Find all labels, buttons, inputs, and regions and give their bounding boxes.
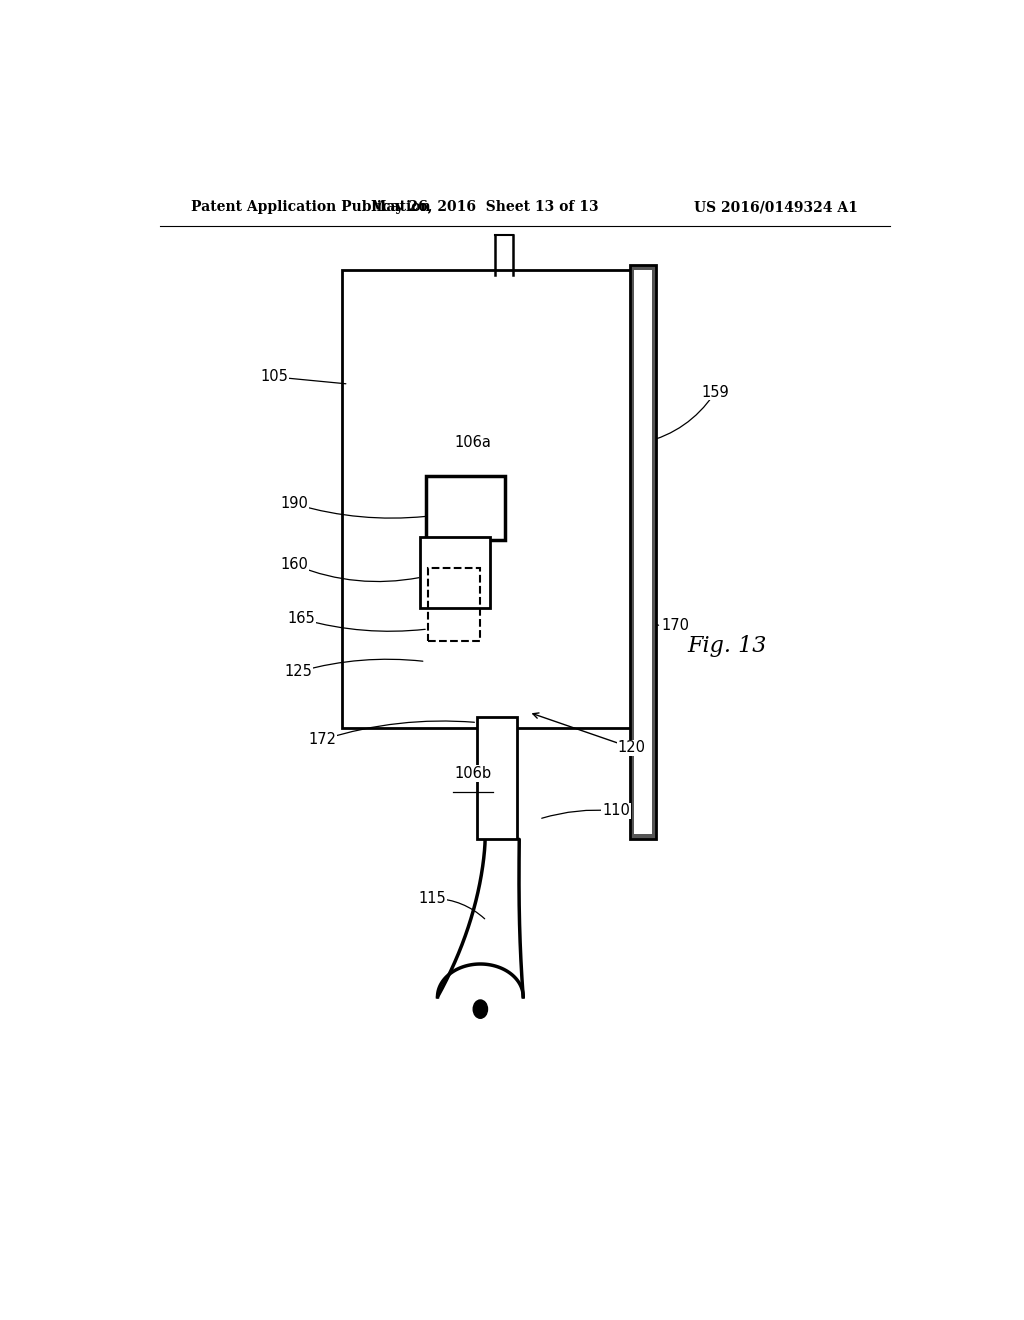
Text: 160: 160 xyxy=(281,557,308,573)
Bar xyxy=(477,718,517,840)
Text: 165: 165 xyxy=(287,611,314,626)
Text: May 26, 2016  Sheet 13 of 13: May 26, 2016 Sheet 13 of 13 xyxy=(372,201,599,214)
Text: 110: 110 xyxy=(602,804,630,818)
Text: 115: 115 xyxy=(418,891,445,906)
Text: Patent Application Publication: Patent Application Publication xyxy=(191,201,431,214)
Text: 125: 125 xyxy=(285,664,312,680)
Bar xyxy=(634,271,652,834)
Text: 159: 159 xyxy=(701,384,729,400)
Text: 172: 172 xyxy=(308,733,337,747)
Bar xyxy=(426,475,505,540)
Text: Fig. 13: Fig. 13 xyxy=(687,635,767,657)
Bar xyxy=(342,271,648,727)
Text: 106b: 106b xyxy=(455,766,492,781)
Text: 106a: 106a xyxy=(455,436,492,450)
Text: 105: 105 xyxy=(261,370,289,384)
Text: 170: 170 xyxy=(662,619,689,634)
Bar xyxy=(428,568,479,642)
Text: 120: 120 xyxy=(617,741,646,755)
Bar xyxy=(420,536,489,607)
Bar xyxy=(631,265,655,840)
Text: US 2016/0149324 A1: US 2016/0149324 A1 xyxy=(694,201,858,214)
Circle shape xyxy=(473,1001,487,1018)
Text: 190: 190 xyxy=(281,496,308,511)
